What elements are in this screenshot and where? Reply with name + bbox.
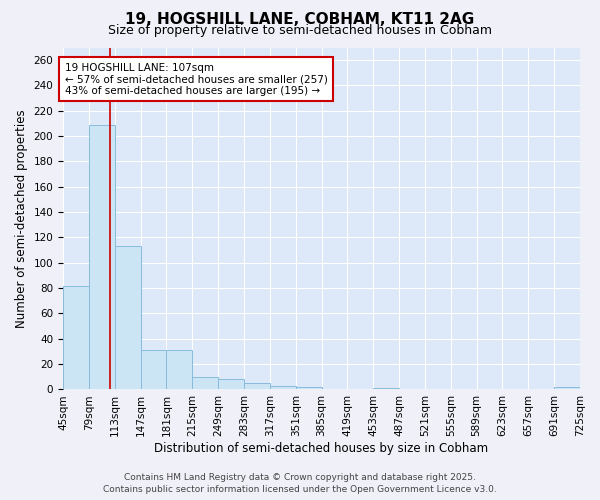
Bar xyxy=(192,377,218,390)
Text: 19 HOGSHILL LANE: 107sqm
← 57% of semi-detached houses are smaller (257)
43% of : 19 HOGSHILL LANE: 107sqm ← 57% of semi-d… xyxy=(65,62,328,96)
Bar xyxy=(166,350,192,390)
Y-axis label: Number of semi-detached properties: Number of semi-detached properties xyxy=(15,109,28,328)
Bar xyxy=(554,387,580,390)
Bar xyxy=(89,125,115,390)
Bar xyxy=(115,246,140,390)
Text: Size of property relative to semi-detached houses in Cobham: Size of property relative to semi-detach… xyxy=(108,24,492,37)
Bar xyxy=(218,380,244,390)
Bar xyxy=(296,387,322,390)
Bar xyxy=(244,383,270,390)
Bar xyxy=(373,388,399,390)
X-axis label: Distribution of semi-detached houses by size in Cobham: Distribution of semi-detached houses by … xyxy=(154,442,488,455)
Bar xyxy=(270,386,296,390)
Text: 19, HOGSHILL LANE, COBHAM, KT11 2AG: 19, HOGSHILL LANE, COBHAM, KT11 2AG xyxy=(125,12,475,28)
Bar xyxy=(140,350,166,390)
Text: Contains HM Land Registry data © Crown copyright and database right 2025.
Contai: Contains HM Land Registry data © Crown c… xyxy=(103,472,497,494)
Bar xyxy=(63,286,89,390)
